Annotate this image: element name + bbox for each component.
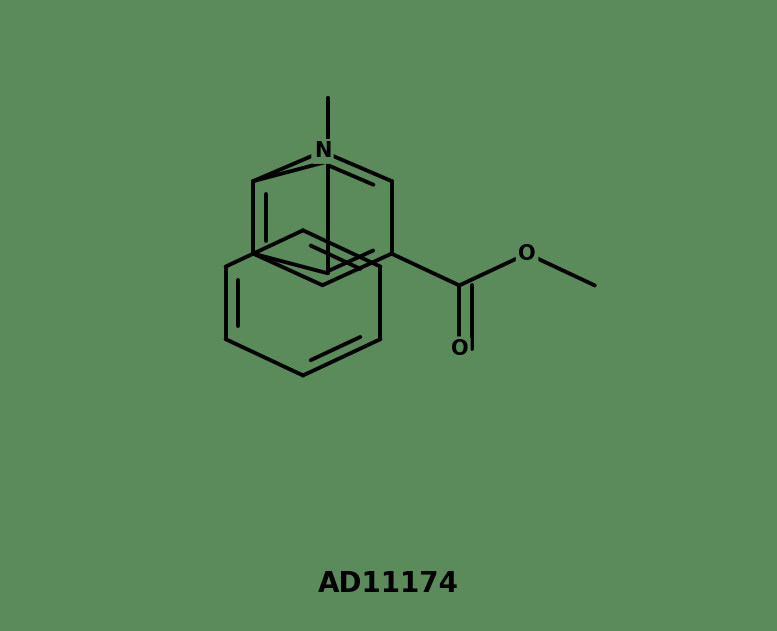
Text: O: O [518, 244, 536, 264]
Text: N: N [314, 141, 331, 162]
Text: O: O [451, 339, 469, 359]
Text: AD11174: AD11174 [318, 570, 459, 598]
